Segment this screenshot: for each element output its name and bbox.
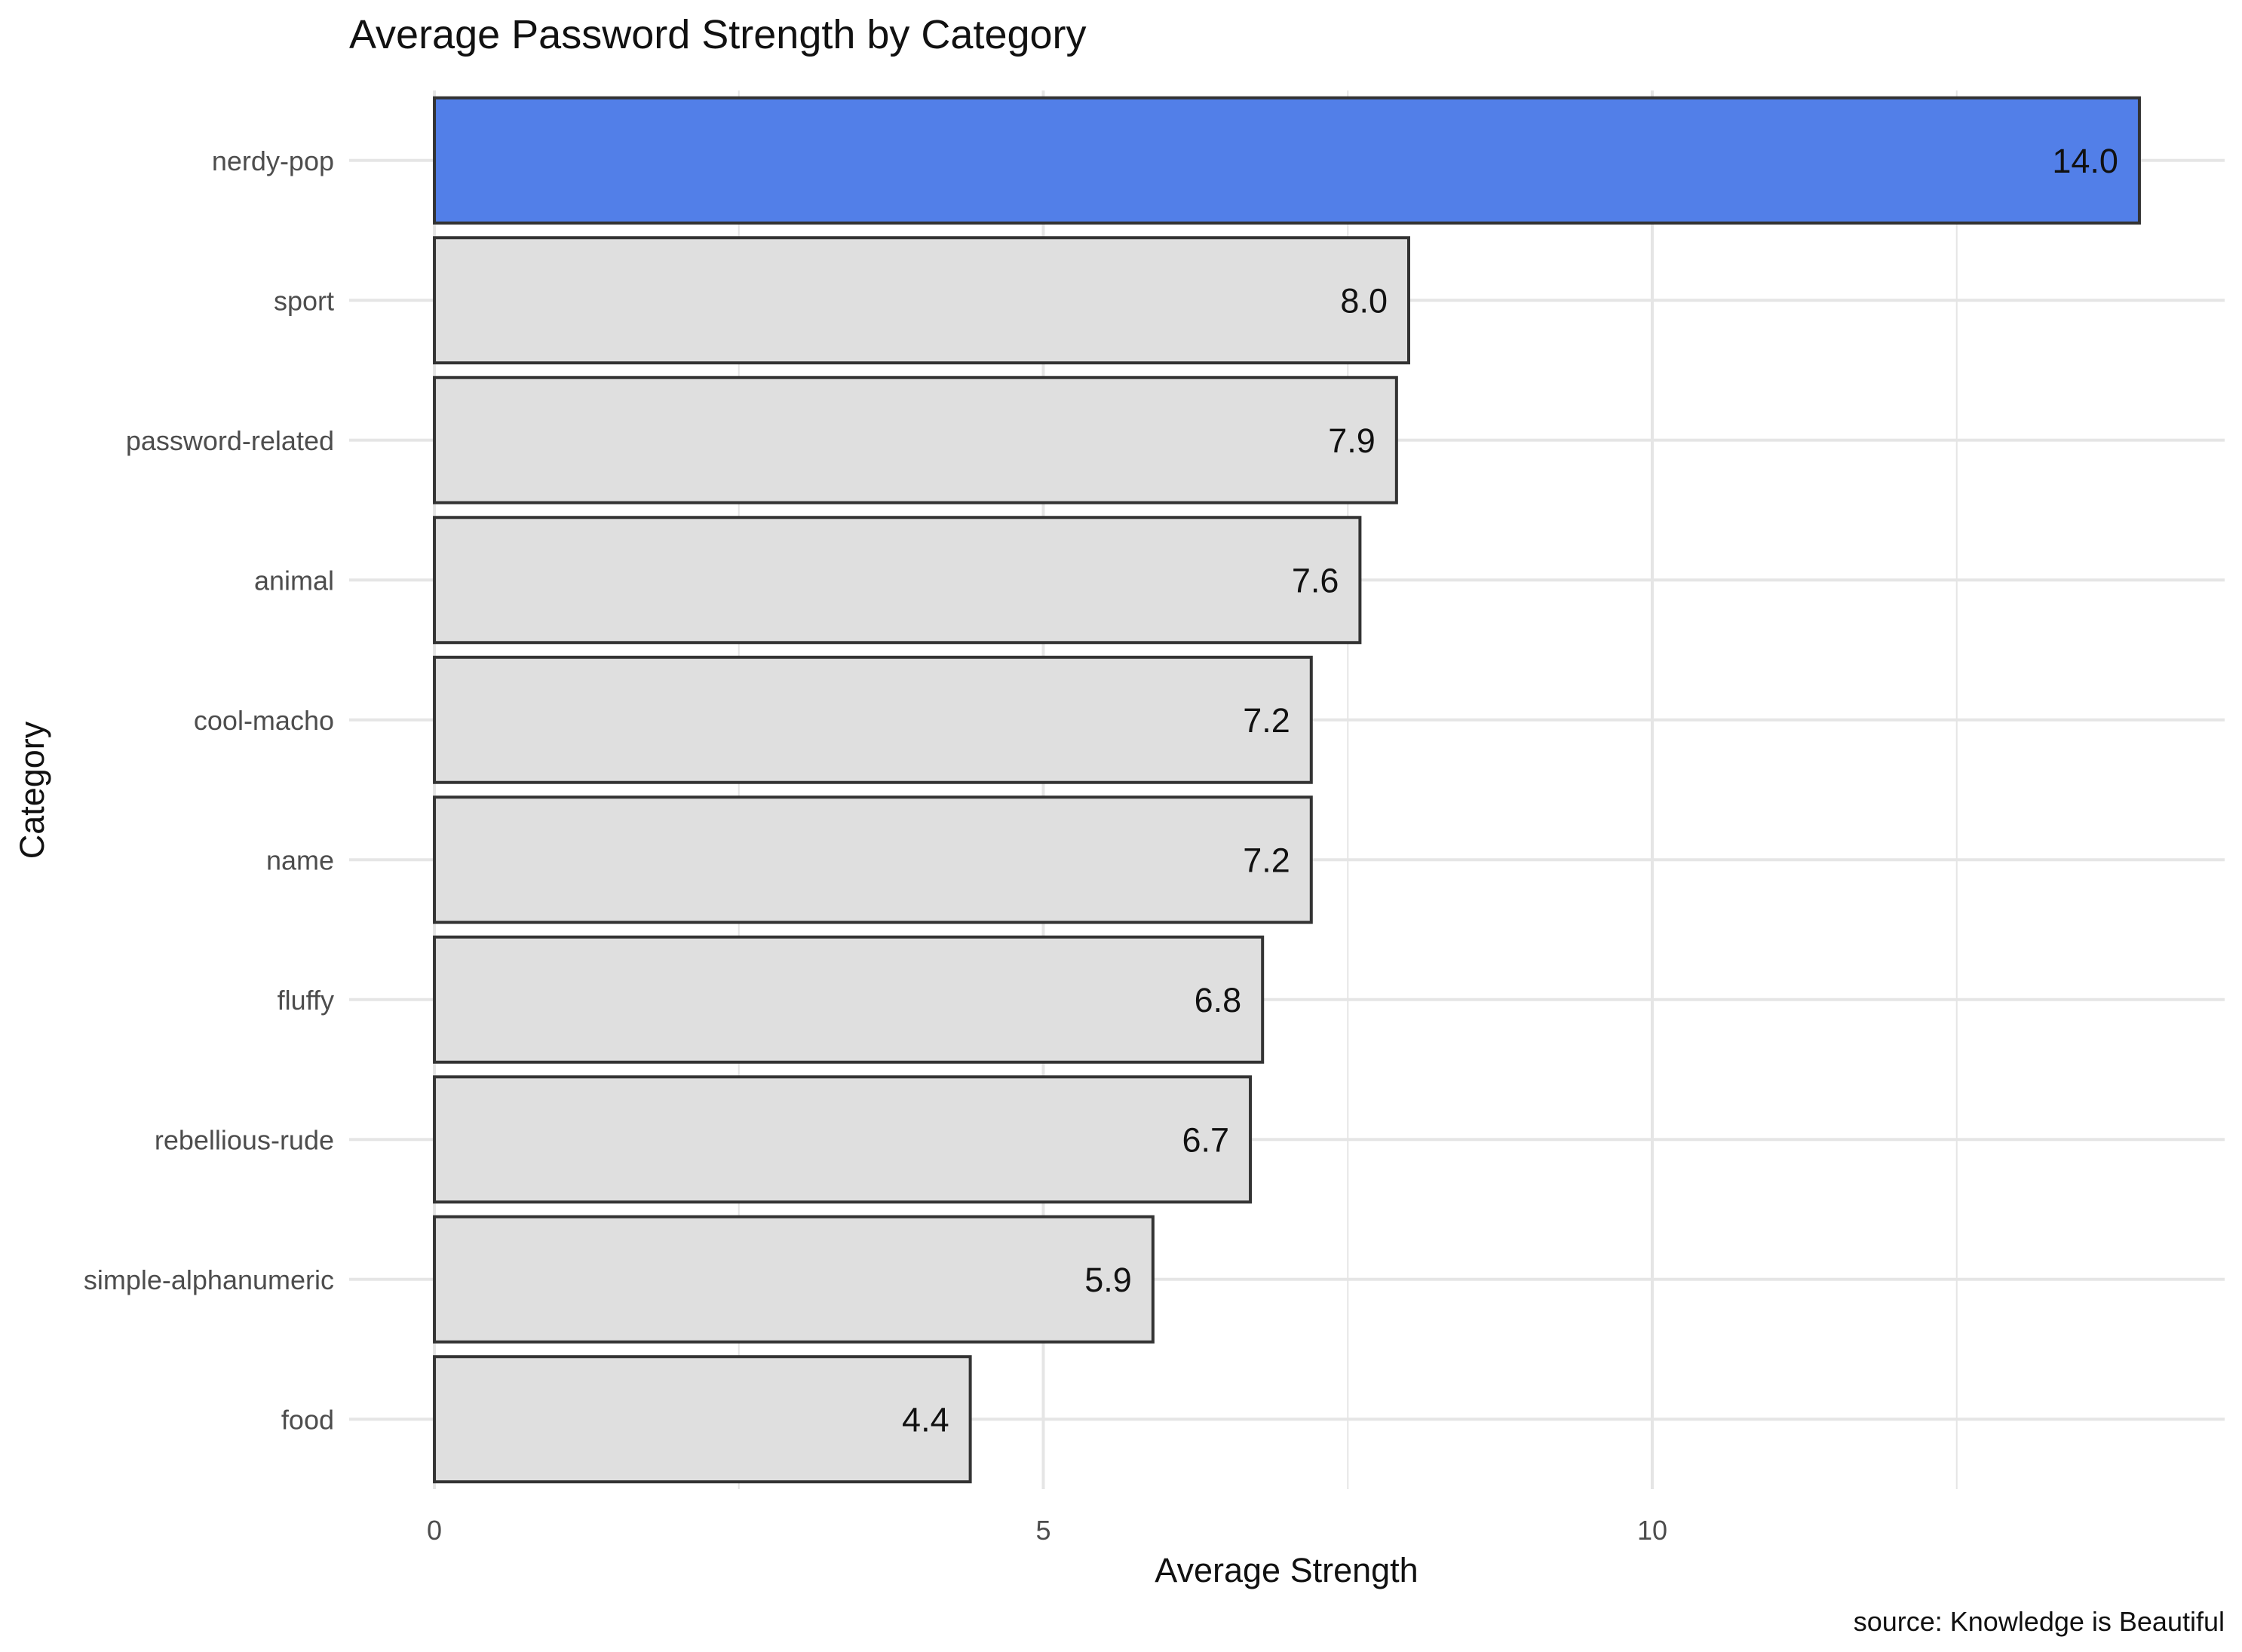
y-tick-label: animal — [254, 565, 334, 596]
bar-value-label: 7.2 — [1243, 701, 1290, 740]
bar — [433, 375, 1398, 504]
x-tick-label: 10 — [1637, 1515, 1667, 1546]
bar — [433, 1355, 972, 1484]
bar-value-label: 6.7 — [1182, 1120, 1229, 1159]
bar-value-label: 8.0 — [1340, 281, 1388, 320]
bar — [433, 655, 1313, 784]
bar-value-label: 7.2 — [1243, 841, 1290, 879]
bar — [433, 1075, 1253, 1204]
bar — [433, 1215, 1155, 1344]
bar-value-label: 7.9 — [1328, 421, 1376, 460]
x-axis-ticks: 0 5 10 — [427, 1515, 1667, 1546]
y-tick-label: simple-alphanumeric — [84, 1264, 334, 1295]
value-labels: 14.0 8.0 7.9 7.6 7.2 7.2 6.8 6.7 5.9 4.4 — [902, 142, 2118, 1439]
y-tick-label: fluffy — [278, 985, 334, 1016]
bar — [433, 516, 1362, 645]
bar-value-label: 5.9 — [1084, 1261, 1132, 1299]
bar-value-label: 7.6 — [1292, 561, 1339, 599]
bar-value-label: 4.4 — [902, 1400, 949, 1439]
bar — [433, 795, 1313, 924]
y-tick-label: nerdy-pop — [212, 146, 334, 176]
bar-value-label: 14.0 — [2052, 142, 2118, 180]
bar — [433, 96, 2141, 225]
y-axis-title: Category — [13, 721, 51, 859]
bar — [433, 236, 1410, 365]
chart-caption: source: Knowledge is Beautiful — [1854, 1606, 2225, 1637]
y-tick-label: rebellious-rude — [155, 1124, 334, 1155]
y-tick-label: password-related — [126, 425, 334, 456]
x-tick-label: 5 — [1035, 1515, 1050, 1546]
bar-value-label: 6.8 — [1195, 981, 1242, 1019]
bar — [433, 935, 1265, 1064]
bars — [433, 96, 2141, 1484]
y-tick-label: food — [281, 1404, 334, 1435]
y-tick-label: name — [266, 844, 334, 875]
x-tick-label: 0 — [427, 1515, 442, 1546]
y-tick-label: sport — [274, 285, 334, 316]
x-axis-title: Average Strength — [1155, 1551, 1418, 1589]
chart-title: Average Password Strength by Category — [349, 12, 1087, 57]
y-axis-ticks: nerdy-pop sport password-related animal cool… — [84, 146, 334, 1436]
y-tick-label: cool-macho — [194, 705, 334, 736]
